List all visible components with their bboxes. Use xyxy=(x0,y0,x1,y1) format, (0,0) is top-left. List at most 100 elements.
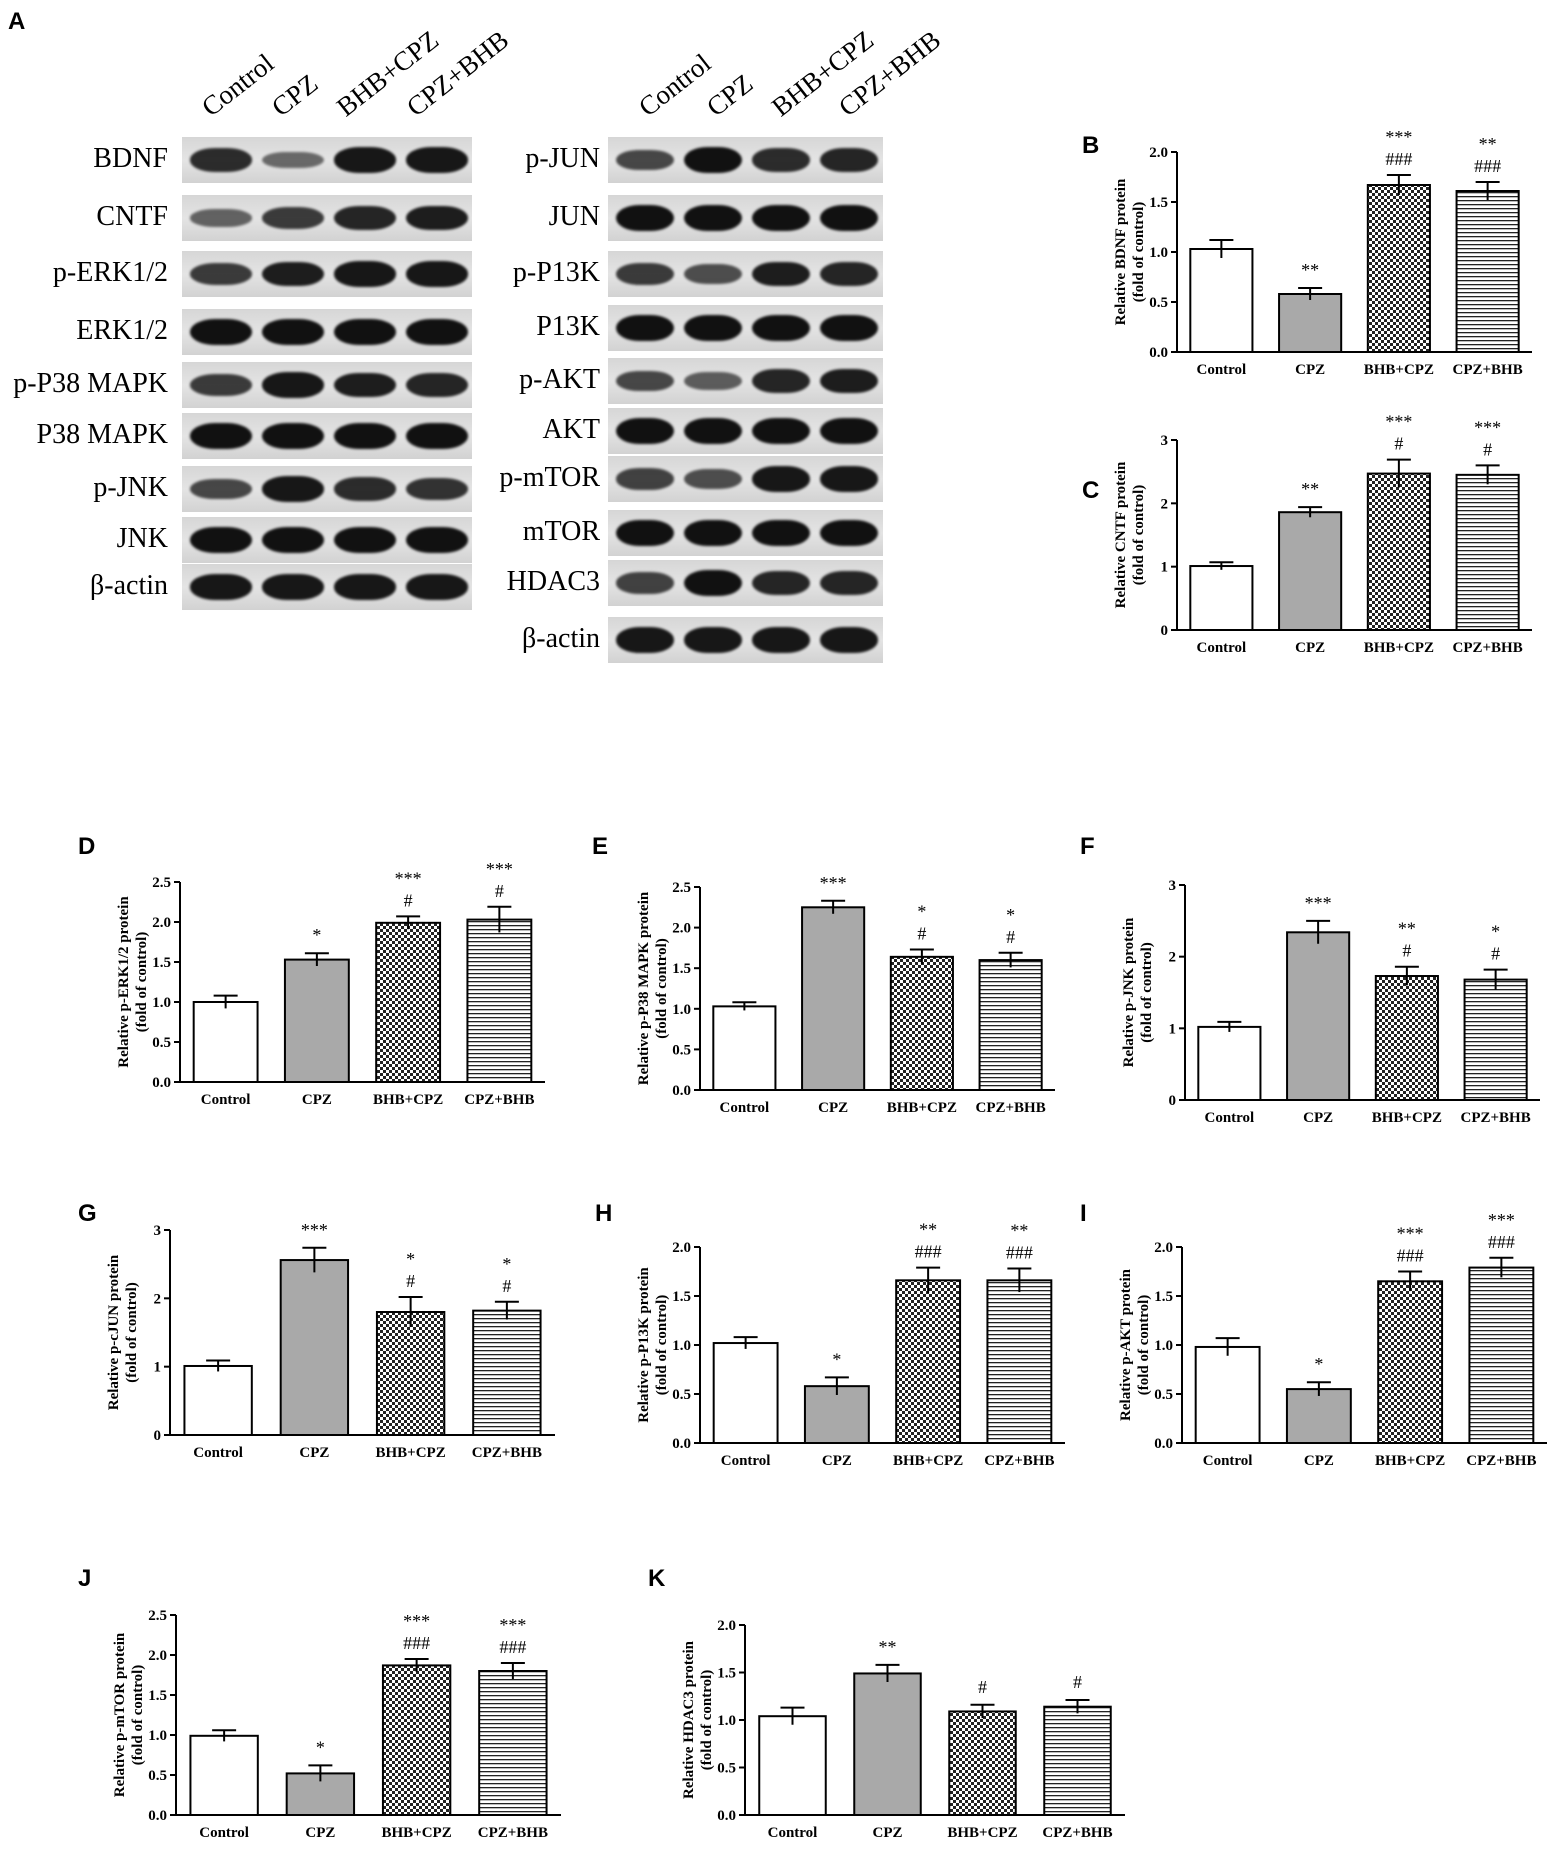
chart-plot: 0.0 0.5 1.0 1.5 2.0 Relative HDAC3 protein (fo… xyxy=(681,1618,1125,1841)
y-axis-label: Relative p-AKT protein xyxy=(1118,1268,1134,1421)
x-tick-label: CPZ+BHB xyxy=(1453,362,1523,378)
panel-label-h: H xyxy=(595,1200,613,1227)
blot-band xyxy=(752,571,810,595)
blot-band xyxy=(616,520,674,546)
significance-star: *** xyxy=(820,873,847,893)
significance-star: *** xyxy=(1385,127,1412,147)
panel-label-g: G xyxy=(78,1200,97,1227)
significance-star: ** xyxy=(1398,919,1416,939)
bar xyxy=(472,1309,542,1436)
bar xyxy=(1197,1025,1262,1101)
blot-row-label: HDAC3 xyxy=(506,566,600,597)
panel-label-k: K xyxy=(648,1565,666,1592)
significance-hash: ### xyxy=(403,1633,430,1653)
blot-band xyxy=(190,423,252,449)
x-tick-label: BHB+CPZ xyxy=(1364,362,1434,378)
bar xyxy=(466,918,533,1083)
blot-band xyxy=(334,423,396,449)
x-tick-label: Control xyxy=(201,1092,251,1108)
blot-band xyxy=(820,368,878,394)
bar xyxy=(895,1279,962,1444)
blot-column-header: Control xyxy=(195,47,280,123)
y-tick-label: 2.0 xyxy=(148,1648,167,1664)
blot-band xyxy=(406,373,468,397)
y-axis-label: Relative p-P13K protein xyxy=(636,1267,652,1423)
chart-plot: 0.0 0.5 1.0 1.5 2.0 2.5 Relative p-ERK1/2 prot… xyxy=(116,859,545,1108)
blot-band xyxy=(406,477,468,501)
bar xyxy=(1189,565,1254,631)
blot-row-label: JUN xyxy=(548,201,600,232)
bar xyxy=(1455,473,1520,632)
blot-band xyxy=(406,423,468,449)
blot-band xyxy=(190,209,252,227)
x-tick-label: CPZ+BHB xyxy=(1453,640,1523,656)
y-tick-label: 0.5 xyxy=(1154,1387,1173,1403)
blot-column-header: Control xyxy=(632,47,717,123)
bar xyxy=(1278,293,1343,353)
significance-star: *** xyxy=(1305,893,1332,913)
blot-band xyxy=(190,478,252,500)
y-tick-label: 1.5 xyxy=(148,1688,167,1704)
blot-band xyxy=(752,205,810,231)
blot-band xyxy=(406,527,468,553)
blot-band xyxy=(616,205,674,231)
significance-star: * xyxy=(1491,922,1500,942)
y-tick-label: 2.5 xyxy=(148,1608,167,1624)
blot-row-label: p-P13K xyxy=(512,257,600,288)
bar xyxy=(1377,1280,1444,1444)
y-tick-label: 0.5 xyxy=(1149,295,1168,311)
significance-star: * xyxy=(1006,905,1015,925)
y-tick-label: 1.5 xyxy=(152,955,171,971)
x-tick-label: CPZ xyxy=(302,1092,332,1108)
blot-band xyxy=(752,627,810,653)
blot-row-label: β-actin xyxy=(90,570,168,601)
blot-band xyxy=(684,418,742,444)
x-tick-label: Control xyxy=(720,1100,770,1116)
panel-label-d: D xyxy=(78,833,96,860)
y-tick-label: 1.0 xyxy=(1154,1338,1173,1354)
y-axis-label: (fold of control) xyxy=(134,932,150,1033)
x-tick-label: CPZ+BHB xyxy=(1461,1110,1531,1126)
bar xyxy=(978,959,1043,1091)
y-tick-label: 1.0 xyxy=(672,1338,691,1354)
significance-hash: ### xyxy=(1488,1232,1515,1252)
y-tick-label: 1 xyxy=(154,1360,162,1376)
bar-chart-p-p38: 0.0 0.5 1.0 1.5 2.0 2.5 Relative p-P38 MAPK pr… xyxy=(636,873,1055,1116)
x-tick-label: BHB+CPZ xyxy=(1372,1110,1442,1126)
significance-star: * xyxy=(316,1737,325,1757)
significance-hash: ### xyxy=(1474,156,1501,176)
y-tick-label: 2 xyxy=(1169,950,1177,966)
blot-band xyxy=(262,423,324,449)
y-tick-label: 0.0 xyxy=(1149,345,1168,361)
blot-band xyxy=(262,527,324,553)
significance-star: ** xyxy=(1479,134,1497,154)
blot-row-label: β-actin xyxy=(522,623,600,654)
blot-band xyxy=(616,263,674,285)
blot-band xyxy=(262,476,324,502)
x-tick-label: CPZ xyxy=(305,1825,335,1841)
blot-band xyxy=(820,262,878,286)
blot-band xyxy=(406,319,468,345)
x-tick-label: BHB+CPZ xyxy=(947,1825,1017,1841)
y-tick-label: 0 xyxy=(1169,1093,1177,1109)
blot-row-label: p-ERK1/2 xyxy=(52,257,168,288)
x-tick-label: CPZ xyxy=(1295,362,1325,378)
y-tick-label: 2 xyxy=(1161,496,1169,512)
panel-label-a: A xyxy=(8,8,26,35)
blot-band xyxy=(262,261,324,287)
x-tick-label: CPZ+BHB xyxy=(478,1825,548,1841)
x-tick-label: Control xyxy=(768,1825,818,1841)
y-tick-label: 1.5 xyxy=(717,1666,736,1682)
y-tick-label: 1.5 xyxy=(1154,1289,1173,1305)
significance-star: ** xyxy=(879,1637,897,1657)
blot-band xyxy=(684,520,742,546)
x-tick-label: Control xyxy=(721,1453,771,1469)
y-tick-label: 0.5 xyxy=(672,1387,691,1403)
significance-hash: # xyxy=(495,881,504,901)
bar xyxy=(758,1715,827,1816)
blot-band xyxy=(820,466,878,492)
blot-band xyxy=(684,264,742,284)
blot-band xyxy=(334,527,396,553)
bar xyxy=(1278,511,1343,632)
blot-row-label: p-P38 MAPK xyxy=(13,368,168,399)
